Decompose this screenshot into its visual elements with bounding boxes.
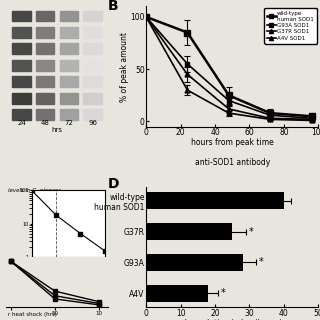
Text: 24: 24: [17, 119, 26, 125]
Bar: [12, 109, 31, 120]
Bar: [12, 27, 31, 38]
Text: anti-SOD1 antibody: anti-SOD1 antibody: [195, 158, 270, 167]
Bar: [36, 109, 54, 120]
Bar: [12, 60, 31, 71]
Text: *: *: [249, 227, 253, 236]
Bar: [36, 11, 54, 21]
Bar: [60, 11, 78, 21]
Text: 72: 72: [65, 119, 74, 125]
Bar: [146, 285, 208, 302]
Bar: [84, 11, 102, 21]
Bar: [84, 109, 102, 120]
Bar: [36, 44, 54, 54]
X-axis label: degradation index (hours): degradation index (hours): [182, 319, 282, 320]
Text: 48: 48: [41, 119, 49, 125]
Bar: [146, 254, 243, 271]
Bar: [146, 223, 232, 240]
Bar: [60, 60, 78, 71]
Bar: [36, 93, 54, 104]
Legend: wild-type
human SOD1, G93A SOD1, G37R SOD1, A4V SOD1: wild-type human SOD1, G93A SOD1, G37R SO…: [264, 8, 317, 44]
Bar: [84, 76, 102, 87]
Bar: [36, 60, 54, 71]
Text: levels in C. elegans: levels in C. elegans: [8, 188, 62, 193]
Bar: [84, 60, 102, 71]
Bar: [12, 76, 31, 87]
Text: B: B: [108, 0, 119, 13]
Bar: [84, 44, 102, 54]
Bar: [36, 27, 54, 38]
Bar: [12, 44, 31, 54]
Bar: [84, 27, 102, 38]
Bar: [60, 44, 78, 54]
Y-axis label: % of peak amount: % of peak amount: [120, 32, 129, 101]
Text: r heat shock (hrs): r heat shock (hrs): [8, 312, 57, 317]
Bar: [146, 192, 284, 209]
Bar: [84, 93, 102, 104]
Bar: [60, 109, 78, 120]
Text: *: *: [259, 258, 264, 268]
Text: hrs: hrs: [52, 127, 63, 133]
Text: *: *: [221, 288, 226, 298]
Bar: [60, 93, 78, 104]
Text: 96: 96: [88, 119, 97, 125]
Bar: [36, 76, 54, 87]
Bar: [60, 27, 78, 38]
Text: D: D: [108, 177, 120, 191]
Bar: [12, 11, 31, 21]
X-axis label: hours from peak time: hours from peak time: [191, 139, 274, 148]
Bar: [12, 93, 31, 104]
Bar: [60, 76, 78, 87]
